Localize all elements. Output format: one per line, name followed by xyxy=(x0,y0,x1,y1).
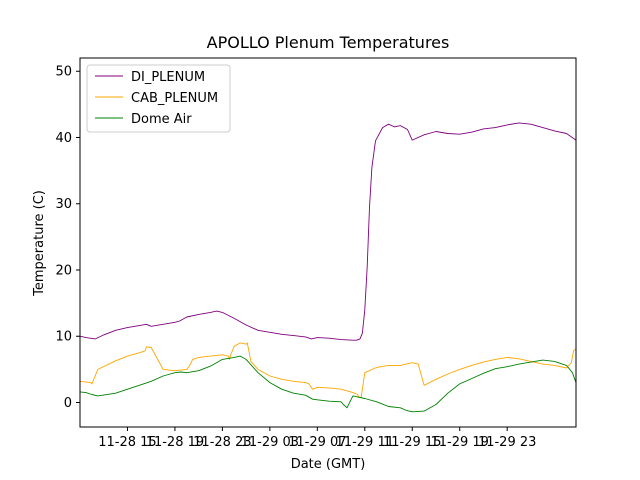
y-tick-label: 30 xyxy=(55,197,72,212)
legend-label: DI_PLENUM xyxy=(131,70,205,85)
y-tick-label: 40 xyxy=(55,131,72,146)
x-tick-label: 11-28 15 xyxy=(98,435,156,450)
y-tick-label: 0 xyxy=(64,396,72,411)
y-tick-label: 50 xyxy=(55,65,72,80)
y-tick-label: 10 xyxy=(55,330,72,345)
x-tick-label: 11-28 23 xyxy=(193,435,251,450)
legend: DI_PLENUM CAB_PLENUM Dome Air xyxy=(86,64,231,133)
x-tick-label: 11-29 03 xyxy=(241,435,299,450)
series-line-cab-plenum xyxy=(79,342,577,398)
chart-title: APOLLO Plenum Temperatures xyxy=(207,33,450,52)
y-axis-label: Temperature (C) xyxy=(32,190,47,297)
y-axis: 0 10 20 30 40 50 xyxy=(55,65,80,411)
legend-label: Dome Air xyxy=(131,112,192,127)
x-tick-label: 11-29 11 xyxy=(336,435,394,450)
series-line-di-plenum xyxy=(79,122,577,341)
x-tick-label: 11-28 19 xyxy=(146,435,204,450)
x-tick-label: 11-29 19 xyxy=(430,435,488,450)
x-tick-label: 11-29 07 xyxy=(288,435,346,450)
legend-box xyxy=(86,64,231,133)
plot-frame xyxy=(79,57,577,428)
legend-label: CAB_PLENUM xyxy=(131,91,218,106)
plot-marks xyxy=(79,122,577,413)
x-tick-label: 11-29 23 xyxy=(478,435,536,450)
x-axis-label: Date (GMT) xyxy=(291,457,366,472)
x-tick-label: 11-29 15 xyxy=(383,435,441,450)
y-tick-label: 20 xyxy=(55,263,72,278)
series-line-dome-air xyxy=(79,355,577,413)
